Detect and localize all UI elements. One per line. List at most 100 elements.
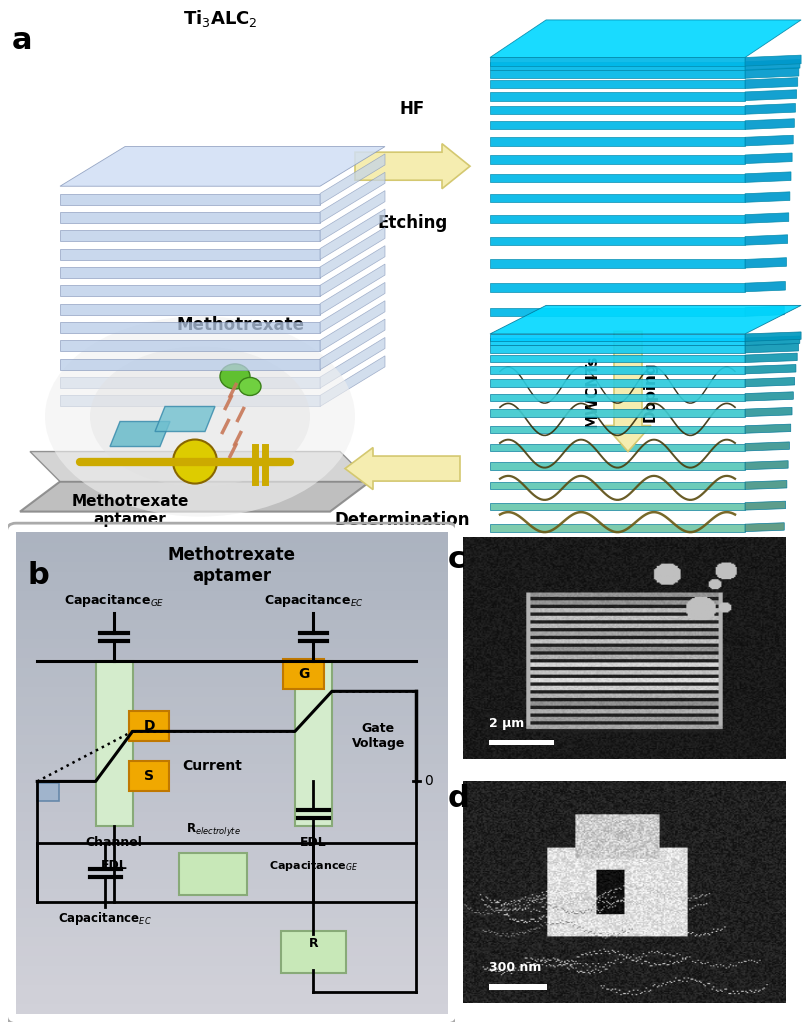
Text: 300 nm: 300 nm <box>489 961 542 974</box>
Polygon shape <box>490 338 745 346</box>
Polygon shape <box>490 58 745 66</box>
Polygon shape <box>745 172 791 183</box>
Bar <box>16 667 447 677</box>
Polygon shape <box>745 364 796 374</box>
Text: Capacitance$_{GE}$: Capacitance$_{GE}$ <box>64 592 164 609</box>
Ellipse shape <box>239 378 261 395</box>
Polygon shape <box>745 378 795 387</box>
Bar <box>16 792 447 802</box>
Polygon shape <box>490 444 745 451</box>
Text: d: d <box>447 784 469 813</box>
FancyBboxPatch shape <box>283 659 324 689</box>
Polygon shape <box>490 366 745 374</box>
Text: EDL: EDL <box>300 837 326 849</box>
Text: Capacitance$_{GE}$: Capacitance$_{GE}$ <box>268 859 358 872</box>
FancyBboxPatch shape <box>179 852 247 895</box>
Bar <box>16 907 447 917</box>
Polygon shape <box>60 285 320 296</box>
Polygon shape <box>60 267 320 278</box>
Polygon shape <box>490 137 745 146</box>
Bar <box>16 916 447 927</box>
Polygon shape <box>320 191 385 241</box>
Text: G: G <box>298 668 310 681</box>
Text: Determination: Determination <box>334 511 470 528</box>
Bar <box>16 561 447 572</box>
Bar <box>16 744 447 754</box>
Bar <box>16 840 447 850</box>
Bar <box>16 628 447 639</box>
Polygon shape <box>745 55 801 66</box>
Text: a: a <box>12 26 32 55</box>
Polygon shape <box>490 462 745 470</box>
Polygon shape <box>60 212 320 223</box>
Polygon shape <box>490 92 745 100</box>
Bar <box>16 878 447 889</box>
Bar <box>16 983 447 995</box>
Bar <box>16 686 447 697</box>
Text: HF: HF <box>400 100 425 118</box>
Polygon shape <box>20 482 370 512</box>
Ellipse shape <box>45 317 355 517</box>
Text: R: R <box>309 937 318 949</box>
Polygon shape <box>745 523 784 531</box>
Polygon shape <box>490 79 745 89</box>
Polygon shape <box>320 227 385 278</box>
Circle shape <box>173 440 217 484</box>
Bar <box>16 782 447 793</box>
Polygon shape <box>490 70 745 78</box>
Bar <box>16 638 447 648</box>
Polygon shape <box>745 408 792 417</box>
Polygon shape <box>745 153 792 163</box>
Text: Capacitance$_{EC}$: Capacitance$_{EC}$ <box>58 909 152 927</box>
Text: Methotrexate
aptamer: Methotrexate aptamer <box>71 494 189 526</box>
Text: S: S <box>144 770 154 783</box>
Bar <box>16 859 447 870</box>
Text: 2 μm: 2 μm <box>489 716 525 730</box>
Bar <box>16 542 447 552</box>
Polygon shape <box>490 409 745 417</box>
Bar <box>16 772 447 783</box>
Bar <box>37 783 59 802</box>
Polygon shape <box>490 482 745 489</box>
Polygon shape <box>490 380 745 387</box>
Text: 0: 0 <box>424 774 433 788</box>
Polygon shape <box>745 424 791 433</box>
Polygon shape <box>320 319 385 369</box>
Polygon shape <box>745 332 801 342</box>
Bar <box>16 571 447 581</box>
Polygon shape <box>490 173 745 183</box>
Polygon shape <box>490 334 745 342</box>
Text: Channel: Channel <box>85 837 143 849</box>
Text: Capacitance$_{EC}$: Capacitance$_{EC}$ <box>264 592 364 609</box>
Polygon shape <box>60 341 320 352</box>
Polygon shape <box>745 135 793 146</box>
Polygon shape <box>320 264 385 315</box>
Polygon shape <box>60 194 320 204</box>
Polygon shape <box>60 322 320 333</box>
Bar <box>16 926 447 937</box>
Bar <box>16 734 447 745</box>
Bar <box>16 888 447 898</box>
Polygon shape <box>60 395 320 407</box>
Text: b: b <box>27 561 49 590</box>
Polygon shape <box>320 209 385 260</box>
Polygon shape <box>60 249 320 260</box>
Bar <box>16 618 447 630</box>
Text: EDL: EDL <box>101 859 127 871</box>
Bar <box>16 1003 447 1013</box>
Text: Methotrexate: Methotrexate <box>176 317 304 334</box>
Ellipse shape <box>220 364 250 389</box>
FancyArrow shape <box>605 331 651 452</box>
Polygon shape <box>490 194 745 202</box>
Polygon shape <box>745 460 788 470</box>
Text: Gate
Voltage: Gate Voltage <box>351 722 405 750</box>
Bar <box>16 696 447 706</box>
Polygon shape <box>30 452 370 482</box>
Bar <box>16 945 447 956</box>
Text: c: c <box>447 545 465 574</box>
Polygon shape <box>490 426 745 433</box>
Polygon shape <box>320 246 385 296</box>
Polygon shape <box>320 283 385 333</box>
Polygon shape <box>320 300 385 352</box>
Polygon shape <box>60 377 320 388</box>
